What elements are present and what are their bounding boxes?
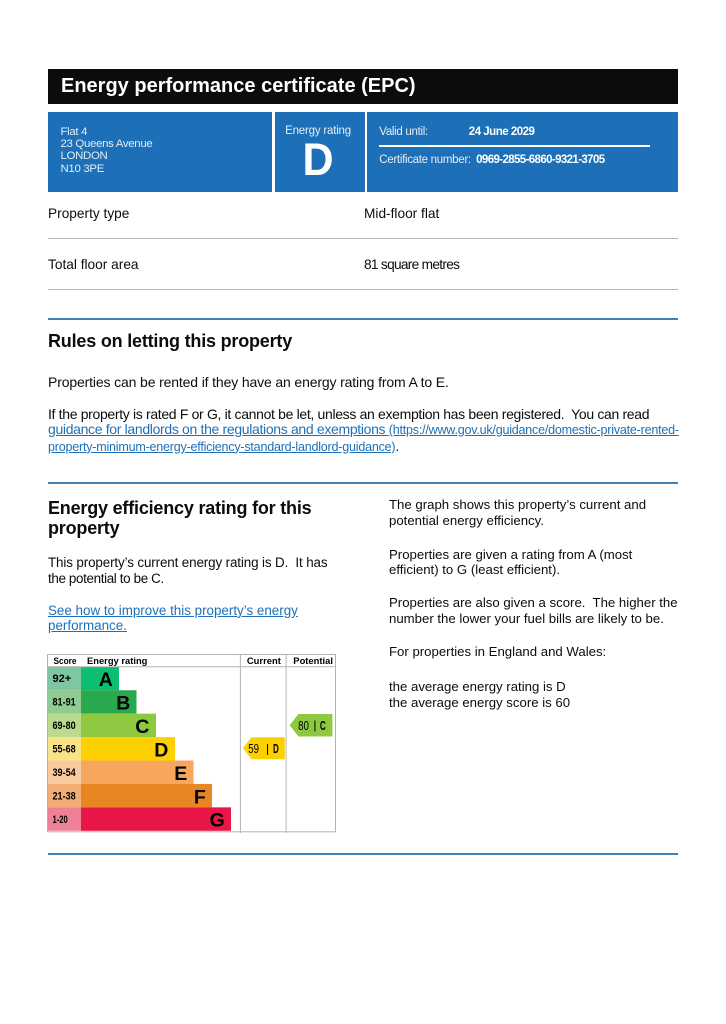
- svg-text:92+: 92+: [53, 673, 72, 685]
- svg-text:Current: Current: [247, 656, 281, 666]
- svg-text:C: C: [320, 718, 326, 733]
- svg-text:39-54: 39-54: [53, 767, 77, 779]
- svg-text:|: |: [266, 741, 269, 755]
- svg-text:81-91: 81-91: [53, 697, 77, 709]
- svg-text:Energy rating: Energy rating: [87, 656, 147, 666]
- svg-text:Potential: Potential: [293, 656, 333, 666]
- svg-text:D: D: [154, 739, 168, 761]
- svg-text:A: A: [99, 669, 113, 691]
- svg-text:Score: Score: [54, 656, 77, 666]
- svg-text:55-68: 55-68: [53, 744, 76, 756]
- svg-text:E: E: [174, 763, 187, 785]
- svg-text:69-80: 69-80: [53, 720, 76, 732]
- svg-text:D: D: [273, 741, 279, 756]
- svg-text:80: 80: [298, 718, 309, 733]
- svg-text:|: |: [313, 718, 316, 732]
- svg-text:F: F: [194, 786, 206, 808]
- svg-text:C: C: [135, 716, 149, 738]
- svg-text:G: G: [210, 810, 225, 832]
- svg-text:B: B: [116, 693, 130, 715]
- svg-text:21-38: 21-38: [53, 790, 76, 802]
- svg-text:59: 59: [248, 741, 259, 756]
- svg-text:1-20: 1-20: [53, 814, 68, 826]
